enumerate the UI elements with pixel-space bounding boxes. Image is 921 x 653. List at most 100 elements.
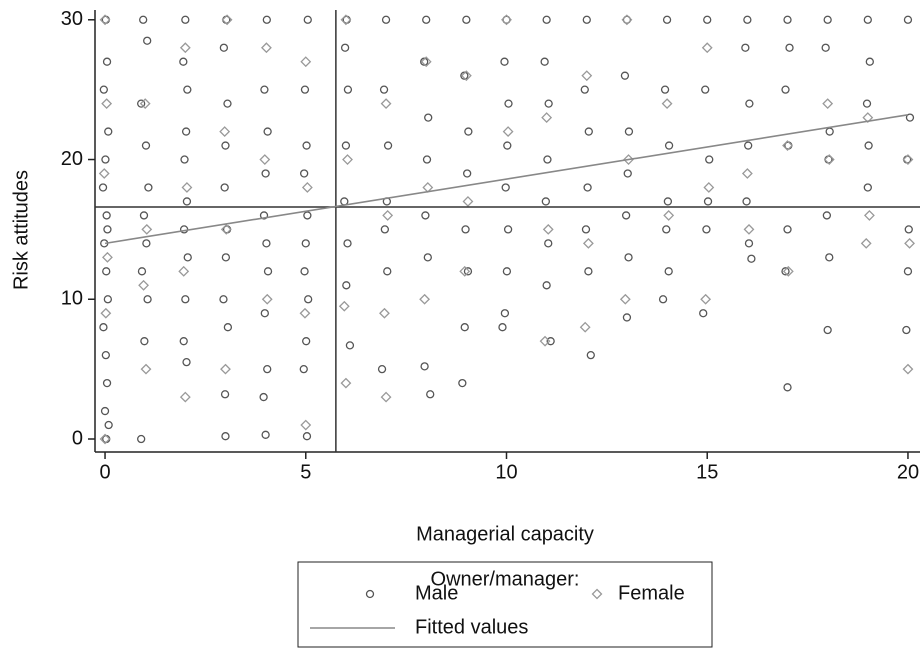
- point: [342, 281, 351, 290]
- point: [99, 85, 108, 94]
- point: [501, 14, 512, 26]
- point: [140, 363, 152, 375]
- point: [544, 99, 553, 108]
- point: [180, 155, 189, 164]
- y-tick-label: 0: [72, 427, 83, 449]
- point: [463, 267, 473, 276]
- x-tick-label: 20: [897, 461, 919, 483]
- point: [542, 223, 554, 235]
- point: [705, 155, 714, 164]
- point: [905, 113, 915, 122]
- point: [300, 169, 309, 178]
- point: [340, 14, 352, 26]
- point: [103, 225, 112, 234]
- point: [422, 155, 432, 164]
- point: [464, 127, 473, 136]
- point: [139, 98, 151, 110]
- point: [503, 225, 513, 234]
- point: [825, 253, 834, 262]
- point: [860, 237, 872, 249]
- point: [342, 154, 353, 165]
- point: [181, 182, 193, 193]
- point: [338, 300, 350, 312]
- point: [663, 209, 675, 221]
- point: [743, 223, 755, 235]
- point: [782, 140, 793, 151]
- point: [341, 141, 351, 150]
- point: [703, 15, 712, 24]
- point: [422, 15, 431, 24]
- point: [584, 267, 593, 276]
- legend-label: Fitted values: [415, 616, 528, 638]
- point: [179, 57, 188, 66]
- point: [662, 15, 672, 24]
- point: [300, 56, 312, 68]
- point: [178, 265, 190, 277]
- point: [102, 57, 112, 66]
- point: [219, 295, 228, 304]
- point: [503, 141, 512, 150]
- point: [542, 281, 551, 290]
- point: [301, 182, 313, 193]
- point: [420, 56, 432, 68]
- point: [747, 254, 756, 263]
- legend-title: Owner/manager:: [431, 568, 580, 590]
- point: [381, 15, 391, 24]
- point: [580, 85, 589, 94]
- point: [141, 141, 151, 150]
- point: [343, 239, 352, 248]
- point: [143, 36, 152, 45]
- point: [261, 169, 270, 178]
- point: [183, 253, 192, 262]
- point: [663, 197, 673, 206]
- point: [500, 309, 510, 318]
- point: [621, 211, 631, 220]
- point: [102, 378, 112, 388]
- point: [304, 295, 313, 304]
- point: [462, 15, 471, 24]
- point: [299, 364, 308, 374]
- point: [745, 99, 754, 108]
- point: [179, 337, 188, 346]
- point: [741, 168, 753, 179]
- point: [181, 15, 190, 24]
- point: [902, 154, 914, 165]
- point: [302, 337, 311, 346]
- point: [619, 293, 631, 305]
- point: [139, 211, 149, 220]
- point: [380, 98, 392, 110]
- point: [822, 211, 832, 220]
- point: [699, 309, 708, 318]
- point: [300, 267, 309, 276]
- point: [620, 71, 630, 80]
- point: [420, 362, 429, 371]
- point: [702, 225, 711, 234]
- legend-marker: [365, 589, 375, 599]
- point: [382, 209, 394, 221]
- point: [743, 15, 752, 24]
- point: [303, 15, 312, 24]
- point: [99, 433, 111, 445]
- point: [299, 307, 311, 319]
- point: [543, 155, 552, 164]
- point: [904, 225, 913, 234]
- point: [501, 183, 510, 192]
- point: [623, 154, 634, 165]
- point: [300, 419, 312, 431]
- point: [103, 295, 112, 304]
- point: [261, 42, 272, 54]
- point: [703, 182, 715, 193]
- point: [541, 112, 553, 124]
- point: [540, 57, 549, 66]
- point: [823, 154, 835, 165]
- point: [546, 337, 555, 346]
- point: [460, 323, 469, 332]
- point: [221, 253, 231, 262]
- point: [624, 253, 633, 262]
- point: [98, 183, 108, 192]
- point: [463, 169, 472, 178]
- point: [703, 197, 713, 206]
- point: [343, 85, 353, 94]
- point: [100, 406, 110, 416]
- y-tick-label: 10: [61, 288, 83, 310]
